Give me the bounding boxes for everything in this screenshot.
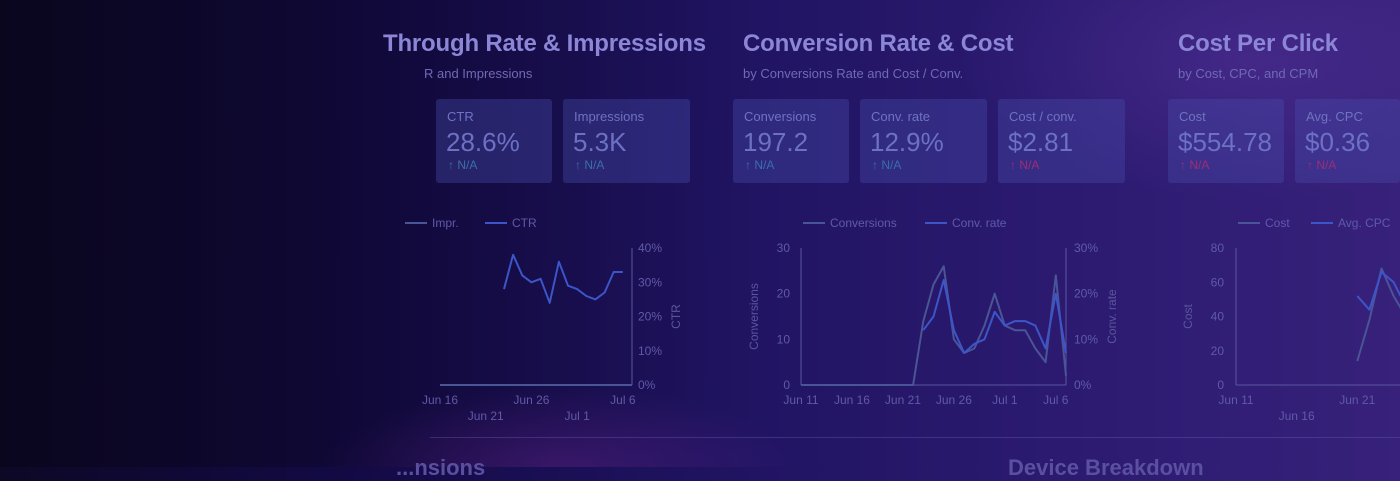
y-tick-label: 80 — [1211, 241, 1225, 255]
legend-label: Cost — [1265, 216, 1290, 230]
panel-subtitle: by Cost, CPC, and CPM — [1178, 66, 1318, 81]
x-tick-label: Jun 11 — [1218, 393, 1253, 407]
y-tick-label: 60 — [1211, 275, 1225, 289]
y-tick-label: 20 — [1211, 344, 1225, 358]
y-tick-label: 40 — [1211, 310, 1225, 324]
legend-label: Avg. CPC — [1338, 216, 1391, 230]
scorecard-label: Cost — [1179, 109, 1206, 124]
section-title-device-breakdown: Device Breakdown — [1008, 455, 1204, 481]
scorecard-change: ↑ N/A — [1307, 158, 1336, 172]
scorecard-label: Avg. CPC — [1306, 109, 1363, 124]
x-tick-label: Jun 21 — [1339, 393, 1375, 407]
y-axis-title: Cost — [1181, 304, 1195, 329]
scorecard-change: ↑ N/A — [1180, 158, 1209, 172]
scorecard-cost[interactable]: Cost $554.78 ↑ N/A — [1168, 99, 1284, 183]
section-divider — [430, 437, 1400, 438]
panel-title: Cost Per Click — [1178, 30, 1338, 58]
panel-cost-per-click: Cost Per Click by Cost, CPC, and CPM Cos… — [0, 0, 1400, 467]
scorecard-value: $0.36 — [1305, 127, 1370, 158]
scorecard-avg-cpc[interactable]: Avg. CPC $0.36 ↑ N/A — [1295, 99, 1400, 183]
cost-per-click-chart: Cost Avg. CPC 80 60 40 20 0 Cost Jun 11 Jun 16 Jun… — [0, 208, 1400, 428]
section-title-dimensions: ...nsions — [396, 455, 485, 481]
x-tick-label: Jun 16 — [1279, 409, 1315, 423]
y-tick-label: 0 — [1217, 378, 1224, 392]
scorecard-value: $554.78 — [1178, 127, 1272, 158]
